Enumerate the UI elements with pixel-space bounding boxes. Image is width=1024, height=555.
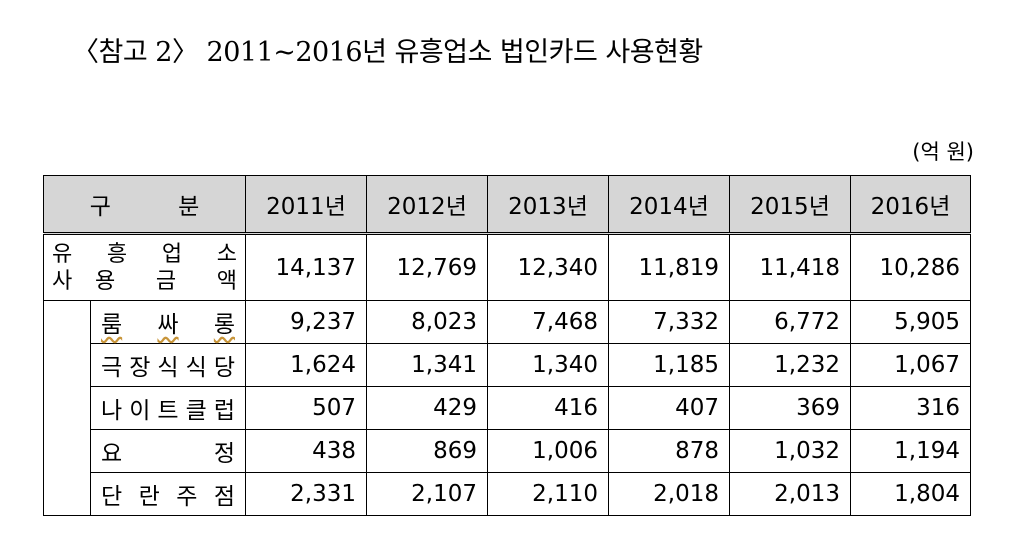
value-cell: 438 [245, 429, 368, 473]
label-char: 란 [138, 484, 160, 510]
value-cell: 5,905 [850, 300, 972, 344]
label-char: 요 [101, 441, 123, 467]
label-char: 나 [101, 398, 123, 424]
table-row: 나 이 트 클 럽 507 429 416 407 369 316 [43, 386, 972, 430]
label-char: 용 [95, 268, 116, 294]
value-cell: 10,286 [850, 233, 972, 301]
value-cell: 11,819 [608, 233, 731, 301]
table-row: 요 정 438 869 1,006 878 1,032 1,194 [43, 429, 972, 473]
label-char: 유 [52, 241, 73, 267]
label-char: 럽 [213, 398, 235, 424]
unit-label: (억 원) [912, 140, 974, 164]
value-cell: 429 [366, 386, 489, 430]
value-cell: 1,006 [487, 429, 610, 473]
value-cell: 2,110 [487, 472, 610, 516]
value-cell: 878 [608, 429, 731, 473]
label-char: 소 [216, 241, 238, 267]
label-char: 흥 [106, 241, 128, 267]
label-char: 당 [213, 355, 235, 381]
label-char: 식 [185, 355, 207, 381]
value-cell: 1,804 [850, 472, 972, 516]
label-char: 싸 [157, 312, 179, 338]
value-cell: 7,332 [608, 300, 731, 344]
indent-cell [43, 429, 91, 473]
value-cell: 2,107 [366, 472, 489, 516]
indent-cell [43, 386, 91, 430]
label-char: 이 [129, 398, 151, 424]
label-char: 업 [161, 241, 183, 267]
value-cell: 507 [245, 386, 368, 430]
value-cell: 1,340 [487, 343, 610, 387]
label-char: 극 [101, 355, 123, 381]
header-category-cell: 구 분 [42, 175, 247, 235]
header-year-cell: 2013년 [487, 175, 610, 235]
value-cell: 11,418 [729, 233, 852, 301]
value-cell: 316 [850, 386, 972, 430]
label-char: 액 [216, 268, 237, 294]
label-char: 금 [155, 268, 177, 294]
value-cell: 7,468 [487, 300, 610, 344]
value-cell: 869 [366, 429, 489, 473]
header-year-cell: 2012년 [366, 175, 489, 235]
header-year-cell: 2016년 [850, 175, 972, 235]
label-char: 트 [157, 398, 179, 424]
label-char: 정 [213, 441, 236, 467]
value-cell: 1,194 [850, 429, 972, 473]
label-char: 단 [101, 484, 123, 510]
document-title: 〈참고 2〉 2011~2016년 유흥업소 법인카드 사용현황 [72, 37, 703, 68]
value-cell: 1,624 [245, 343, 368, 387]
value-cell: 12,769 [366, 233, 489, 301]
value-cell: 1,032 [729, 429, 852, 473]
value-cell: 12,340 [487, 233, 610, 301]
value-cell: 1,185 [608, 343, 731, 387]
label-char: 롱 [213, 312, 236, 338]
table-row: 단 란 주 점 2,331 2,107 2,110 2,018 2,013 1,804 [43, 472, 972, 516]
header-year-cell: 2015년 [729, 175, 852, 235]
value-cell: 14,137 [245, 233, 368, 301]
label-char: 룸 [101, 312, 123, 338]
label-char: 주 [176, 484, 198, 510]
value-cell: 1,067 [850, 343, 972, 387]
header-year-cell: 2011년 [245, 175, 368, 235]
value-cell: 6,772 [729, 300, 852, 344]
table-header-row: 구 분 2011년 2012년 2013년 2014년 2015년 2016년 [42, 175, 972, 235]
label-char: 클 [185, 398, 207, 424]
value-cell: 1,341 [366, 343, 489, 387]
label-char: 장 [129, 355, 151, 381]
table-row: 극 장 식 식 당 1,624 1,341 1,340 1,185 1,232 1,067 [43, 343, 972, 387]
value-cell: 2,018 [608, 472, 731, 516]
value-cell: 2,013 [729, 472, 852, 516]
value-cell: 8,023 [366, 300, 489, 344]
header-year-cell: 2014년 [608, 175, 731, 235]
value-cell: 2,331 [245, 472, 368, 516]
value-cell: 1,232 [729, 343, 852, 387]
indent-cell [43, 472, 91, 516]
usage-table: 구 분 2011년 2012년 2013년 2014년 2015년 2016년 유 흥 업 소 사 용 금… [42, 175, 972, 516]
table-row: 룸 싸 롱 9,237 8,023 7,468 7,332 6,772 5,905 [43, 300, 972, 344]
indent-cell [43, 343, 91, 387]
value-cell: 369 [729, 386, 852, 430]
value-cell: 416 [487, 386, 610, 430]
value-cell: 407 [608, 386, 731, 430]
label-char: 사 [52, 268, 73, 294]
value-cell: 9,237 [245, 300, 368, 344]
indent-cell [43, 300, 91, 344]
label-char: 점 [213, 484, 235, 510]
label-char: 식 [157, 355, 179, 381]
